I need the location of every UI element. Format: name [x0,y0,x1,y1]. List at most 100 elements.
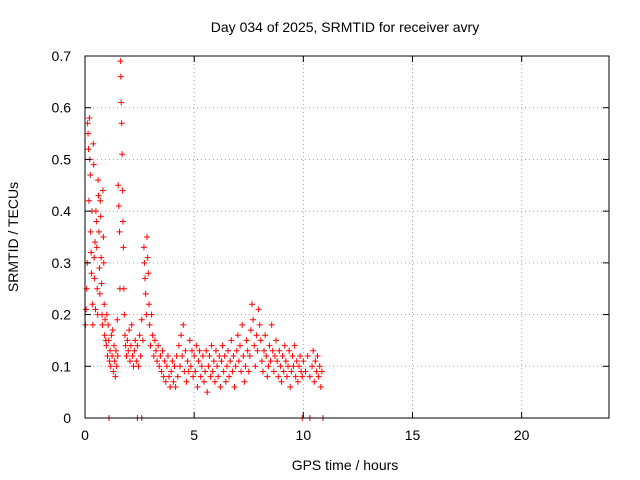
data-point [108,332,115,339]
data-point [111,342,118,349]
data-point [244,347,251,354]
data-point [182,347,189,354]
data-point [121,311,128,318]
data-point [122,342,129,349]
data-point [227,358,234,365]
data-point [180,321,187,328]
data-point [257,337,264,344]
data-point [105,337,112,344]
data-point [221,352,228,359]
data-point [87,228,94,235]
data-point [263,352,270,359]
data-point [100,234,107,240]
data-point [178,332,185,339]
data-point [174,373,181,380]
data-point [188,347,195,354]
data-point [247,327,254,334]
data-point [87,171,94,178]
data-point [119,151,126,158]
data-point [309,363,316,370]
data-point [158,368,165,375]
data-point [237,342,244,349]
data-point [92,239,99,246]
data-point [217,383,224,390]
data-point [241,378,248,385]
data-point [216,352,223,359]
data-point [235,358,242,365]
data-point [139,337,146,344]
data-point [119,218,126,225]
data-point [283,373,290,380]
data-point [89,321,96,328]
data-point [154,358,161,365]
data-point [129,352,136,359]
data-point [282,358,289,365]
data-point [287,383,294,390]
x-tick-label: 5 [190,427,198,443]
data-point [238,368,245,375]
data-point [106,358,113,365]
data-point [256,321,263,328]
data-point [171,363,178,370]
data-point [220,368,227,375]
data-point [123,352,130,359]
data-point [111,358,118,365]
x-tick-label: 0 [81,427,89,443]
data-point [142,275,149,282]
data-point [203,347,210,354]
data-point [105,321,112,328]
data-point [173,352,180,359]
data-point [124,337,131,344]
x-tick-label: 20 [514,427,530,443]
data-point [196,347,203,354]
data-point [306,373,313,380]
data-point [291,342,298,349]
data-point [101,332,108,339]
data-point [137,352,144,359]
data-point [118,120,125,127]
data-point [262,332,269,339]
data-point [161,358,168,365]
x-tick-label: 10 [296,427,312,443]
y-axis-label: SRMTID / TECUs [5,182,21,292]
data-point [195,358,202,365]
data-point [176,363,183,370]
data-point [109,327,116,334]
data-point [209,368,216,375]
data-point [175,342,182,349]
plot-frame [84,55,610,419]
data-point [99,187,106,194]
data-point [144,234,151,240]
data-point [231,383,238,390]
data-point [190,373,197,380]
data-point [254,347,261,354]
data-point [86,115,93,122]
data-point [300,358,307,365]
data-point [269,347,276,354]
data-point [246,352,253,359]
data-point [187,363,194,370]
data-point [91,275,98,282]
data-point [163,363,170,370]
data-point [143,311,150,318]
data-point [289,352,296,359]
data-point [206,352,213,359]
data-point [88,270,95,277]
data-point [277,363,284,370]
data-point [249,301,256,308]
data-point [95,177,102,184]
data-point [214,363,221,370]
data-point [138,316,145,323]
data-point [252,363,259,370]
data-point [117,58,124,65]
data-point [199,352,206,359]
data-point [210,358,217,365]
y-tick-label: 0.4 [52,203,72,219]
y-tick-label: 0.6 [52,100,72,116]
data-point [110,368,117,375]
data-point [186,337,193,344]
x-tick-label: 15 [405,427,421,443]
data-point [194,383,201,390]
data-point [132,337,139,344]
